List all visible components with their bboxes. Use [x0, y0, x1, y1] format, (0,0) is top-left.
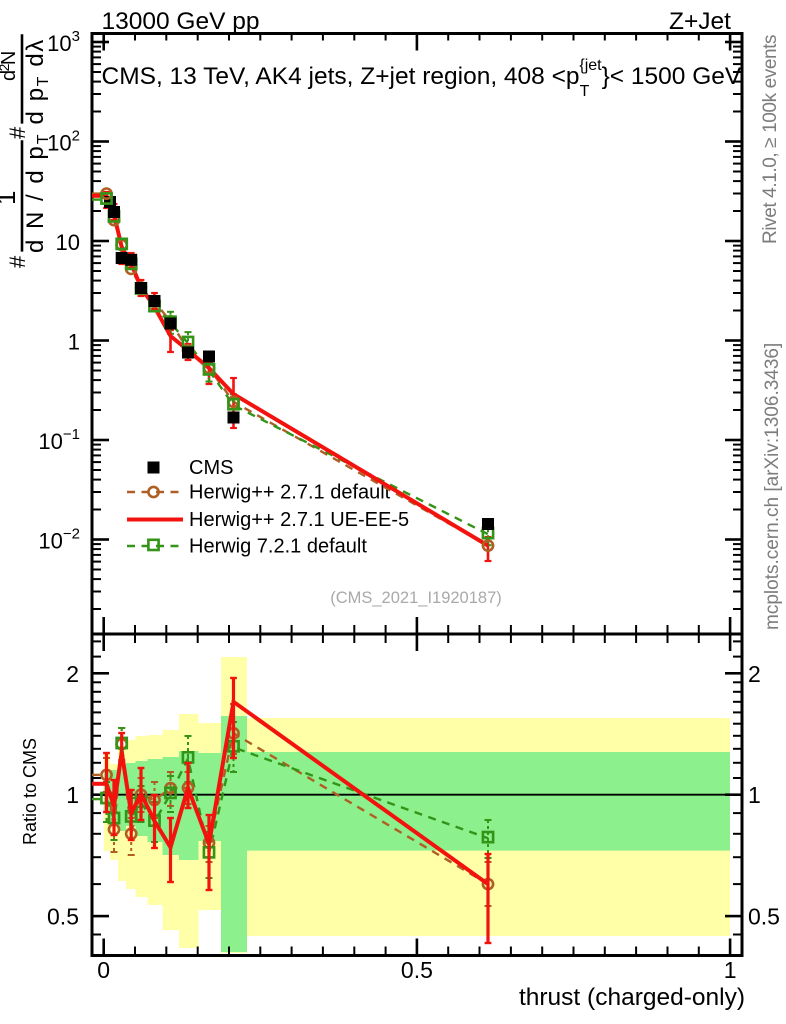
svg-text:Herwig 7.2.1 default: Herwig 7.2.1 default — [189, 536, 367, 558]
svg-text:10: 10 — [56, 230, 80, 255]
svg-text:Herwig++ 2.7.1 default: Herwig++ 2.7.1 default — [189, 482, 391, 504]
svg-text:1: 1 — [0, 191, 21, 205]
svg-text:2: 2 — [748, 661, 761, 687]
svg-text:Ratio to CMS: Ratio to CMS — [20, 738, 40, 845]
svg-text:0.5: 0.5 — [47, 904, 79, 930]
svg-text:0.5: 0.5 — [748, 904, 780, 930]
svg-text:Herwig++ 2.7.1 UE-EE-5: Herwig++ 2.7.1 UE-EE-5 — [189, 509, 409, 531]
svg-text:d N / d pT: d N / d pT — [22, 133, 52, 254]
svg-text:mcplots.cern.ch [arXiv:1306.34: mcplots.cern.ch [arXiv:1306.3436] — [762, 343, 783, 630]
svg-text:d2N: d2N — [0, 52, 20, 81]
svg-text:#: # — [5, 126, 30, 139]
svg-text:#: # — [5, 255, 30, 268]
svg-text:CMS: CMS — [189, 457, 233, 479]
svg-text:1: 1 — [68, 330, 80, 355]
svg-text:thrust (charged-only): thrust (charged-only) — [519, 984, 745, 1011]
svg-text:0.5: 0.5 — [401, 957, 433, 983]
svg-text:1: 1 — [724, 957, 737, 983]
svg-text:(CMS_2021_I1920187): (CMS_2021_I1920187) — [330, 589, 502, 607]
svg-text:1: 1 — [748, 782, 761, 808]
svg-text:2: 2 — [66, 661, 79, 687]
svg-text:1: 1 — [66, 782, 79, 808]
svg-text:0: 0 — [97, 957, 110, 983]
svg-text:d pT dλ: d pT dλ — [22, 38, 52, 124]
svg-text:Rivet 4.1.0, ≥ 100k events: Rivet 4.1.0, ≥ 100k events — [760, 35, 781, 244]
svg-text:Z+Jet: Z+Jet — [669, 8, 731, 35]
svg-text:13000 GeV pp: 13000 GeV pp — [102, 8, 260, 35]
